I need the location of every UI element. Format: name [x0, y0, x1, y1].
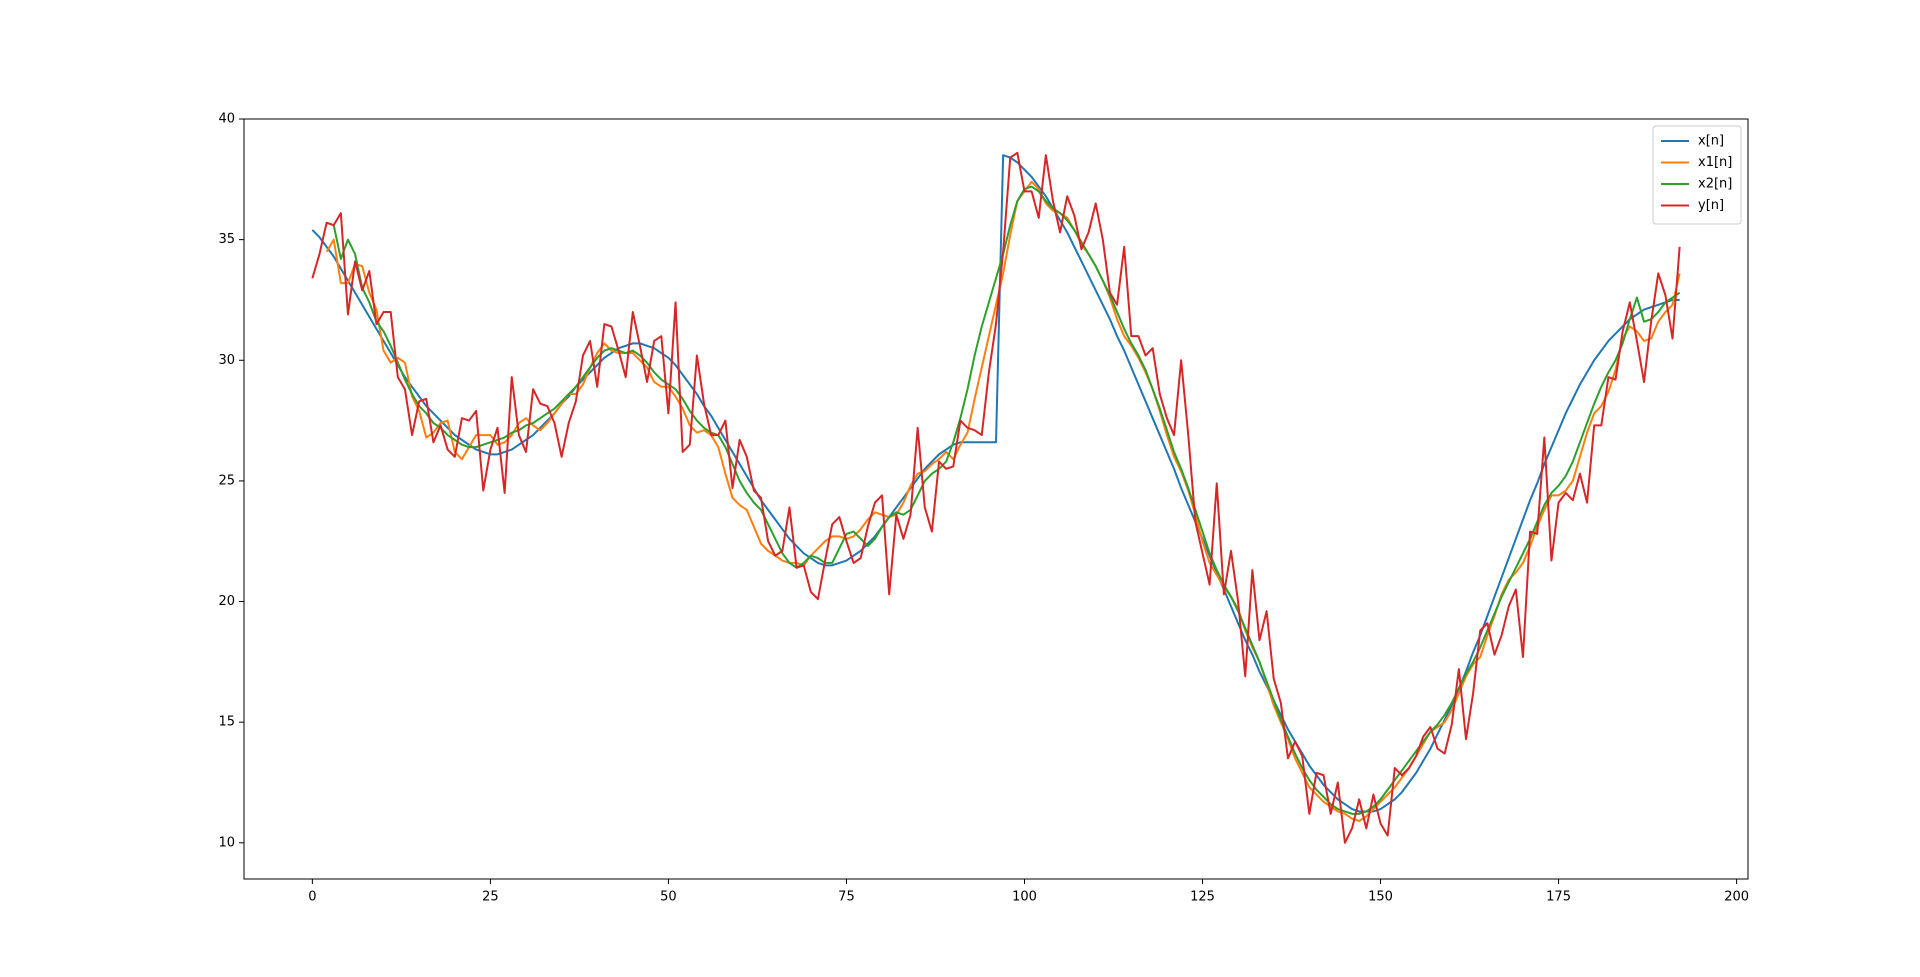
y-tick-label: 15: [218, 715, 235, 730]
y-tick-label: 25: [218, 473, 235, 488]
y-tick-label: 10: [218, 835, 235, 850]
x-tick-label: 75: [838, 890, 855, 905]
series-line: [311, 154, 1680, 813]
y-tick-label: 35: [218, 232, 235, 247]
series-line: [311, 151, 1681, 844]
legend-label: y[n]: [1698, 198, 1724, 213]
x-tick-label: 100: [1012, 890, 1037, 905]
series-line: [325, 180, 1681, 823]
x-tick-label: 200: [1724, 890, 1749, 905]
legend-box: [1652, 125, 1742, 225]
legend-label: x1[n]: [1698, 155, 1732, 170]
y-tick-label: 20: [218, 594, 235, 609]
legend-label: x[n]: [1698, 134, 1724, 149]
series-line: [332, 185, 1681, 815]
x-tick-label: 0: [308, 890, 316, 905]
y-tick-label: 40: [218, 112, 235, 127]
x-tick-label: 125: [1190, 890, 1215, 905]
x-tick-label: 150: [1368, 890, 1393, 905]
plot-frame: [243, 118, 1749, 880]
legend-label: x2[n]: [1698, 177, 1732, 192]
x-tick-label: 50: [660, 890, 677, 905]
x-tick-label: 25: [482, 890, 499, 905]
x-tick-label: 175: [1546, 890, 1571, 905]
y-tick-label: 30: [218, 353, 235, 368]
